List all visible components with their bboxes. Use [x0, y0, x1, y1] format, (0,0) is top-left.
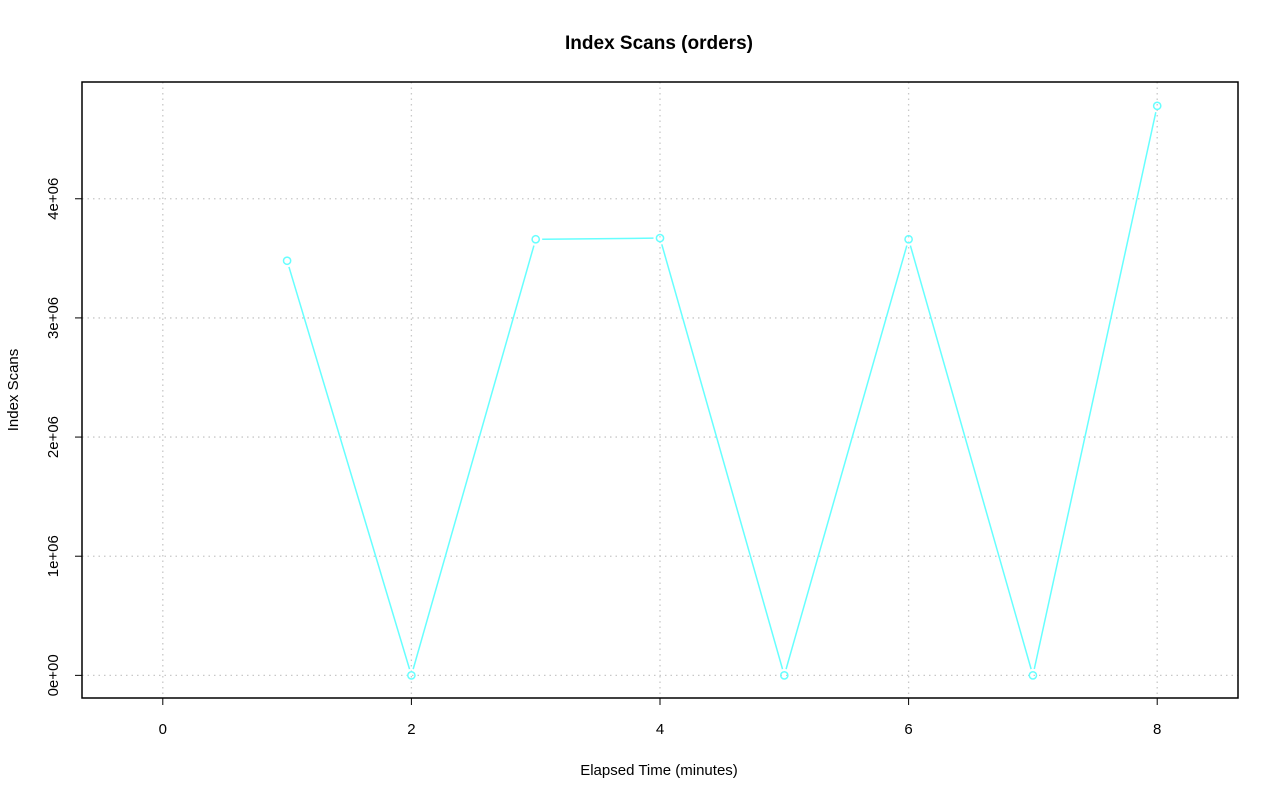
y-tick-label: 3e+06 — [45, 297, 62, 339]
x-tick-label: 6 — [904, 721, 912, 738]
y-tick-label: 4e+06 — [45, 178, 62, 220]
axis-layer: 0 2 4 6 8 0e+00 1e+06 2e+06 3e+06 4e+06 — [45, 178, 1161, 738]
y-axis-label: Index Scans — [5, 349, 22, 432]
x-tick-label: 2 — [407, 721, 415, 738]
data-point — [904, 234, 913, 244]
data-point — [655, 233, 665, 243]
series-line-segment — [661, 244, 784, 670]
data-point — [531, 234, 541, 244]
series-line-segment — [1033, 112, 1157, 670]
data-point — [779, 671, 789, 680]
x-axis-label: Elapsed Time (minutes) — [580, 762, 738, 779]
series-line-segment — [542, 237, 654, 240]
series-line-segment — [288, 266, 411, 670]
x-tick-label: 4 — [656, 721, 664, 738]
series-line-segment — [909, 245, 1032, 670]
x-tick-label: 8 — [1153, 721, 1161, 738]
data-point — [282, 256, 292, 266]
data-point — [1028, 671, 1038, 680]
grid-layer — [82, 82, 1238, 698]
y-tick-label: 1e+06 — [45, 535, 62, 577]
y-tick-label: 0e+00 — [45, 654, 62, 696]
x-tick-label: 0 — [159, 721, 167, 738]
data-point — [1152, 101, 1162, 111]
chart-title: Index Scans (orders) — [565, 33, 753, 54]
series-line-segment — [412, 245, 535, 670]
series-layer — [282, 101, 1162, 680]
y-tick-label: 2e+06 — [45, 416, 62, 458]
series-line-segment — [785, 245, 908, 670]
data-point — [407, 671, 416, 680]
